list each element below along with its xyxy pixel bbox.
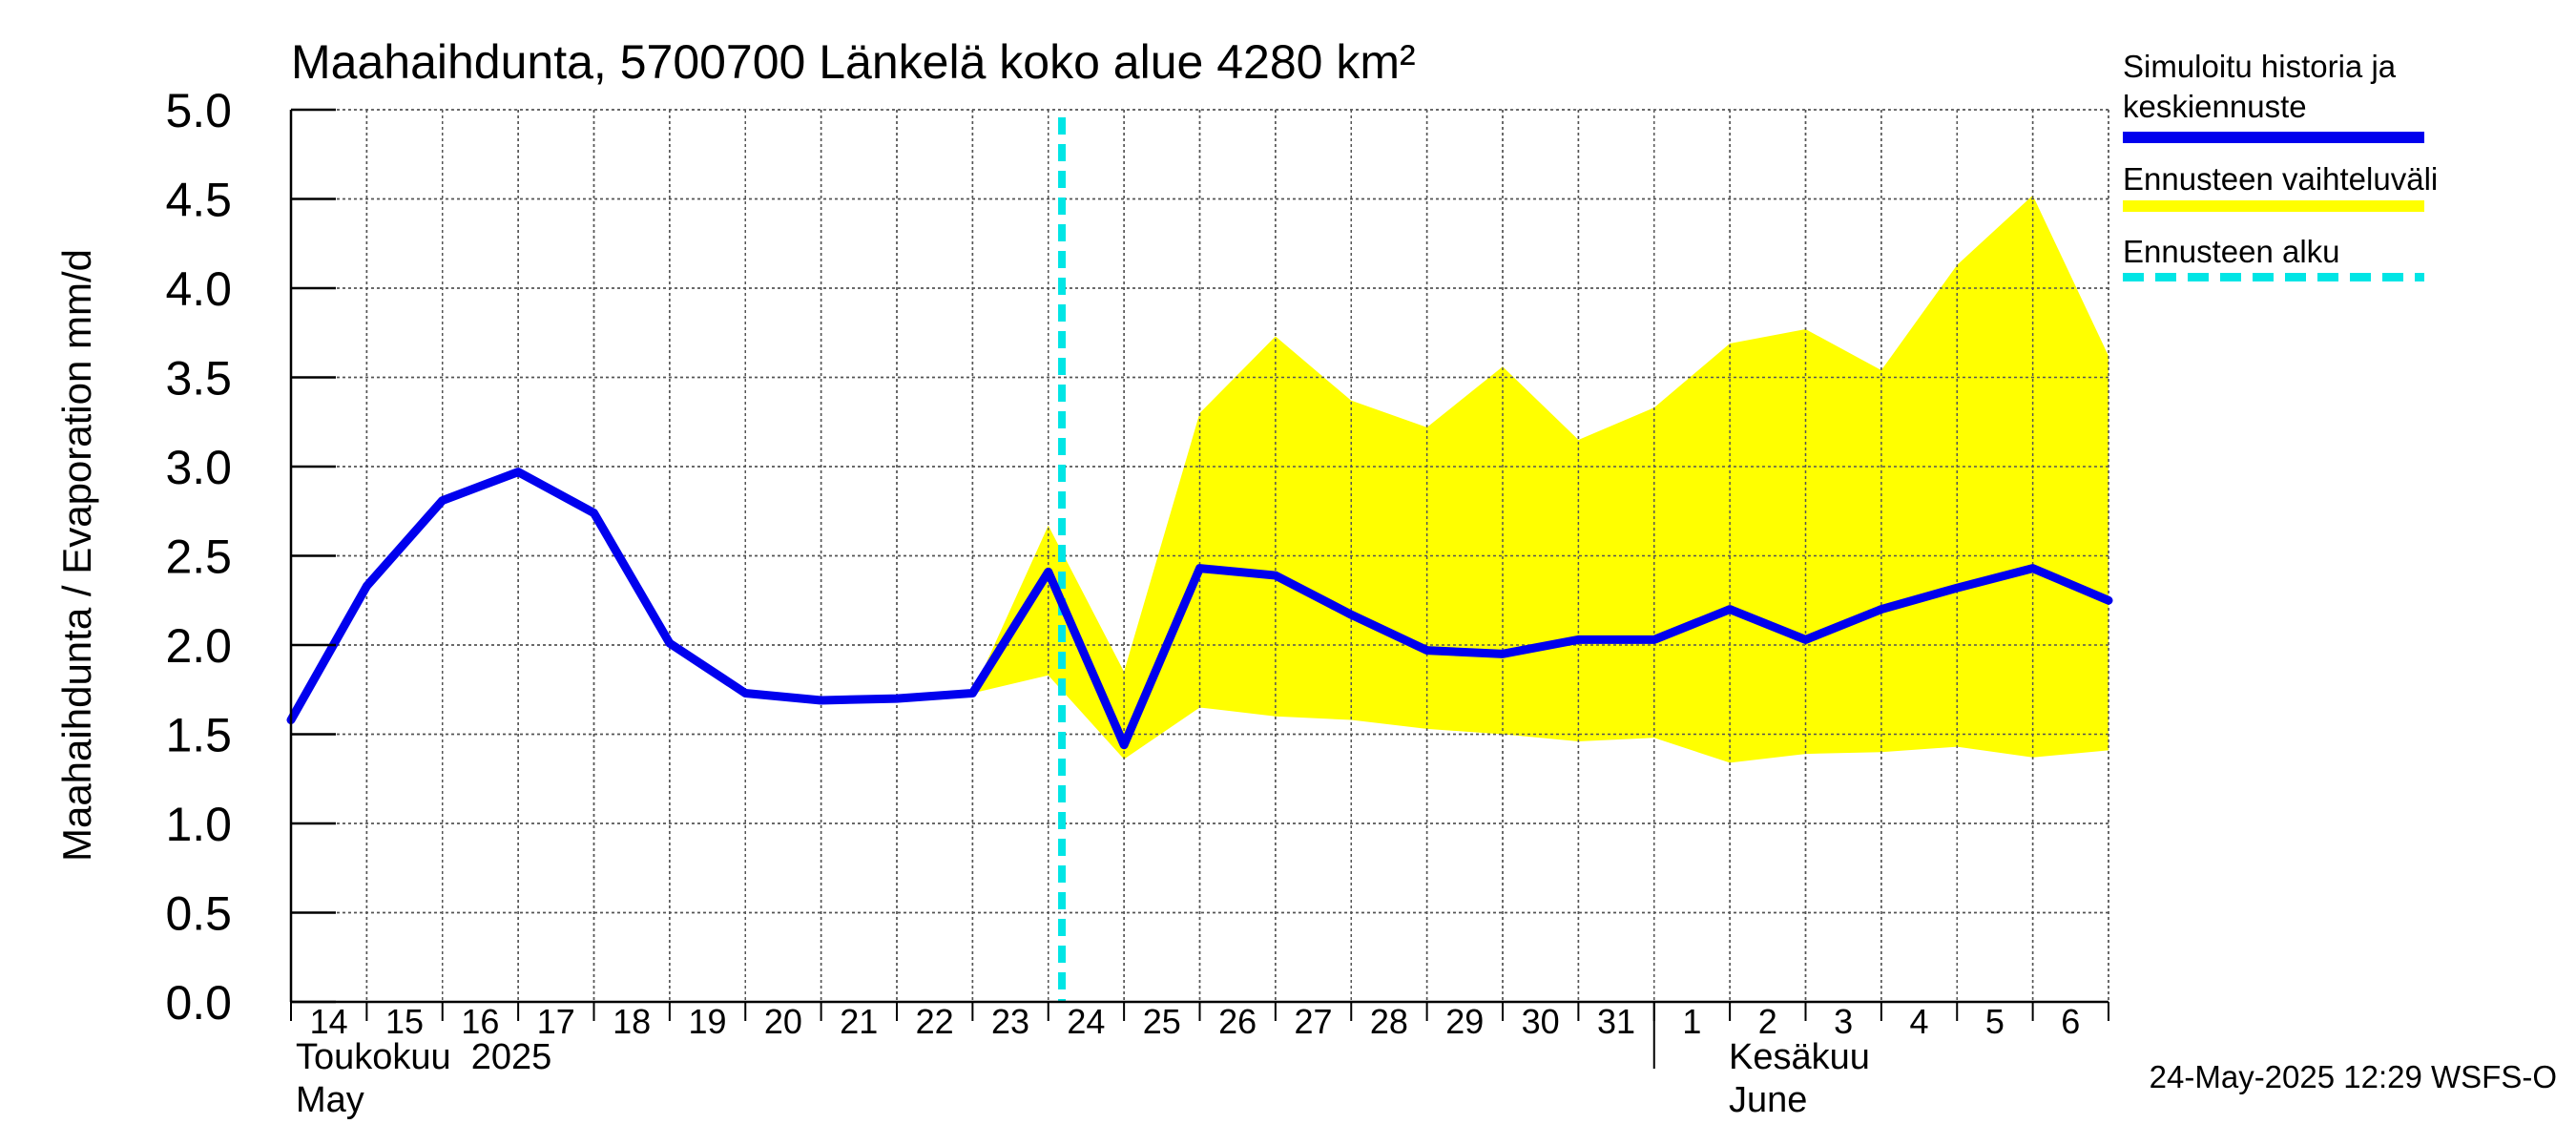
series-line-layer xyxy=(286,117,2113,1002)
x-tick-label: 23 xyxy=(991,1002,1029,1041)
x-tick-label: 19 xyxy=(689,1002,727,1041)
legend-swatch-simulated xyxy=(2123,132,2424,143)
chart-title: Maahaihdunta, 5700700 Länkelä koko alue … xyxy=(291,35,1416,89)
legend-label-range: Ennusteen vaihteluväli xyxy=(2123,161,2439,197)
x-tick-label: 26 xyxy=(1218,1002,1257,1041)
x-tick-label: 16 xyxy=(461,1002,499,1041)
x-tick-label: 3 xyxy=(1834,1002,1853,1041)
y-tick-label: 4.5 xyxy=(165,174,232,227)
y-tick-label: 2.5 xyxy=(165,531,232,584)
month-label-june-en: June xyxy=(1729,1080,1807,1120)
x-tick-label: 28 xyxy=(1370,1002,1408,1041)
legend-swatch-range xyxy=(2123,200,2424,212)
legend-label-forecast-start: Ennusteen alku xyxy=(2123,234,2340,269)
x-tick-label: 20 xyxy=(764,1002,802,1041)
y-tick-label: 0.0 xyxy=(165,976,232,1030)
x-tick-label: 4 xyxy=(1910,1002,1929,1041)
legend-swatch-forecast-start xyxy=(2123,273,2424,281)
y-tick-label: 3.0 xyxy=(165,441,232,494)
y-tick-label: 4.0 xyxy=(165,262,232,316)
y-tick-label: 0.5 xyxy=(165,887,232,941)
x-tick-label: 31 xyxy=(1597,1002,1635,1041)
series-line-simulated xyxy=(286,468,2113,750)
x-tick-label: 22 xyxy=(916,1002,954,1041)
forecast-band-layer xyxy=(972,195,2109,763)
legend-label-simulated-line2: keskiennuste xyxy=(2123,89,2307,124)
x-tick-label: 1 xyxy=(1682,1002,1701,1041)
y-tick-label: 3.5 xyxy=(165,352,232,406)
x-tick-label: 25 xyxy=(1143,1002,1181,1041)
x-tick-label: 2 xyxy=(1758,1002,1777,1041)
month-label-june-fi: Kesäkuu xyxy=(1729,1037,1870,1077)
x-tick-label: 18 xyxy=(613,1002,651,1041)
x-tick-label: 14 xyxy=(310,1002,348,1041)
footer-timestamp: 24-May-2025 12:29 WSFS-O xyxy=(2149,1059,2557,1094)
y-axis-label: Maahaihdunta / Evaporation mm/d xyxy=(54,249,99,862)
x-tick-label: 30 xyxy=(1522,1002,1560,1041)
axes: 0.00.51.01.52.02.53.03.54.04.55.014 15 16 1… xyxy=(165,84,2109,1069)
y-tick-label: 2.0 xyxy=(165,619,232,673)
y-tick-label: 1.0 xyxy=(165,798,232,851)
x-tick-label: 24 xyxy=(1067,1002,1105,1041)
x-tick-label: 15 xyxy=(385,1002,424,1041)
x-tick-label: 17 xyxy=(537,1002,575,1041)
x-tick-label: 21 xyxy=(840,1002,878,1041)
month-label-may-en: May xyxy=(296,1080,364,1120)
month-label-may-fi: Toukokuu 2025 xyxy=(296,1037,551,1077)
x-tick-label: 27 xyxy=(1295,1002,1333,1041)
forecast-range-band xyxy=(972,195,2109,763)
y-tick-label: 1.5 xyxy=(165,709,232,762)
x-tick-label: 6 xyxy=(2061,1002,2080,1041)
legend-label-simulated-line1: Simuloitu historia ja xyxy=(2123,49,2397,84)
x-tick-label: 29 xyxy=(1445,1002,1484,1041)
y-tick-label: 5.0 xyxy=(165,84,232,137)
x-tick-label: 5 xyxy=(1985,1002,2005,1041)
